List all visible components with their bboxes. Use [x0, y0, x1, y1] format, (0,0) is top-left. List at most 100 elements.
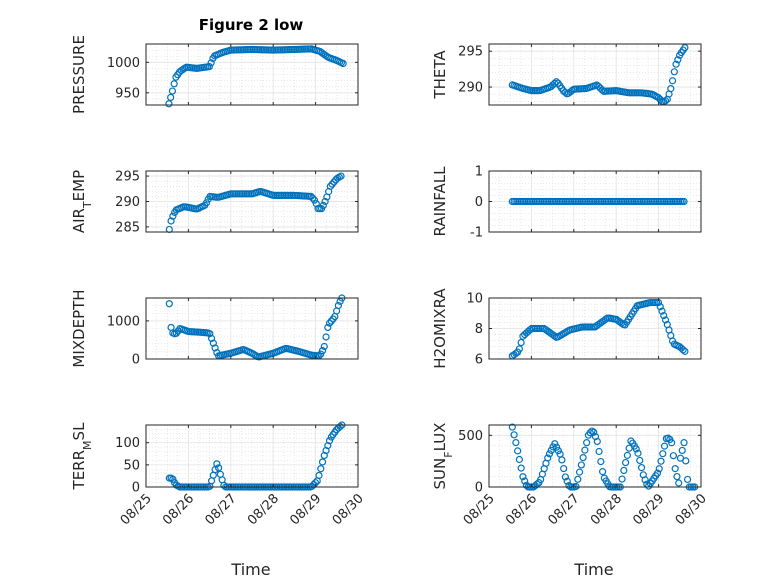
y-tick-label: 290	[115, 195, 140, 210]
data-point	[515, 455, 524, 464]
y-tick-label: 0	[132, 481, 140, 496]
data-point	[318, 347, 327, 355]
data-point	[668, 439, 676, 447]
x-tick-label: 08/28	[245, 491, 282, 528]
data-point	[656, 303, 664, 311]
x-tick-label: 08/29	[287, 491, 324, 528]
data-point	[209, 339, 217, 347]
y-tick-label: 0	[132, 353, 140, 368]
y-tick-label: 285	[115, 220, 140, 235]
data-point	[169, 212, 177, 220]
data-point	[315, 471, 323, 480]
y-tick-label: 8	[475, 322, 483, 337]
data-point	[517, 464, 525, 472]
data-point	[544, 454, 552, 462]
x-tick-label: 08/30	[673, 491, 710, 528]
data-point	[322, 333, 330, 341]
data-point	[326, 182, 335, 190]
data-point	[683, 475, 692, 484]
y-tick-label: 290	[458, 81, 483, 96]
y-tick-label: 0	[475, 481, 483, 496]
data-point	[317, 350, 325, 358]
data-point	[620, 466, 628, 475]
data-point	[205, 62, 213, 71]
y-tick-label: 100	[115, 436, 140, 451]
data-point	[653, 469, 662, 477]
x-tick-label: 08/27	[203, 491, 240, 528]
shared-x-axis: Time Time	[230, 560, 613, 579]
data-point	[681, 347, 689, 355]
data-point	[588, 427, 596, 435]
data-point	[515, 345, 523, 353]
data-point	[659, 450, 667, 458]
x-tick-label: 08/27	[546, 491, 583, 528]
data-point	[170, 80, 178, 88]
data-point	[521, 477, 529, 485]
data-point	[661, 316, 670, 324]
data-point	[682, 457, 690, 465]
data-point	[207, 59, 215, 67]
data-point	[680, 439, 688, 447]
x-tick-label: 08/30	[330, 491, 367, 528]
data-point	[327, 317, 335, 325]
data-point	[667, 85, 675, 93]
data-point	[660, 442, 669, 450]
y-axis-label: RAINFALL	[431, 166, 449, 237]
data-point	[660, 311, 668, 320]
data-point	[336, 422, 344, 431]
data-point	[593, 437, 601, 446]
data-point	[679, 346, 687, 354]
y-axis-label: THETA	[431, 50, 449, 100]
data-point	[561, 88, 569, 96]
data-point	[324, 323, 332, 332]
x-tick-label: 08/26	[160, 491, 197, 528]
data-point	[330, 178, 338, 186]
y-tick-label: 10	[466, 292, 483, 307]
y-tick-label: 6	[475, 353, 483, 368]
subplot-mixdepth: 0 1000 MIXDEPTH	[70, 289, 359, 368]
y-axis-label: PRESSURE	[70, 35, 88, 114]
data-point	[206, 330, 214, 338]
y-tick-label: 50	[123, 458, 140, 473]
y-tick-label: -1	[470, 226, 483, 241]
data-point	[207, 334, 216, 343]
subplot-air-temp: 285 290 295 AIRTEMP	[70, 170, 359, 235]
data-point	[680, 197, 688, 206]
data-point	[560, 464, 568, 473]
x-tick-label: 08/25	[118, 491, 155, 528]
data-point	[574, 475, 582, 483]
data-point	[623, 451, 631, 459]
data-point	[577, 461, 585, 469]
data-point	[661, 97, 670, 105]
data-point	[325, 437, 334, 445]
y-tick-label: 295	[115, 170, 140, 185]
data-point	[632, 445, 640, 453]
x-tick-label: 08/26	[503, 491, 540, 528]
data-point	[595, 447, 603, 456]
data-point	[168, 87, 177, 95]
subplot-sun-flux: 08/25 08/26 08/27 08/28 08/29 08/30 0 500SUNFLU…	[431, 423, 710, 529]
data-point	[215, 464, 223, 472]
data-point	[321, 197, 329, 206]
data-point	[637, 464, 646, 472]
data-point	[202, 199, 211, 207]
data-point	[558, 456, 566, 464]
data-point	[334, 301, 342, 310]
data-point	[169, 475, 177, 483]
data-point	[598, 468, 607, 476]
data-point	[167, 93, 175, 102]
data-point	[307, 192, 315, 200]
data-point	[602, 315, 610, 323]
x-tick-label: 08/29	[630, 491, 667, 528]
subplot-pressure: 950 1000 PRESSURE	[70, 35, 359, 114]
x-tick-label: 08/25	[461, 491, 498, 528]
data-point	[641, 476, 649, 484]
data-point	[670, 68, 678, 76]
data-point	[317, 465, 325, 473]
data-point	[575, 468, 584, 476]
x-axis-label-right: Time	[573, 560, 613, 579]
data-point	[514, 447, 522, 455]
data-point	[510, 431, 518, 439]
